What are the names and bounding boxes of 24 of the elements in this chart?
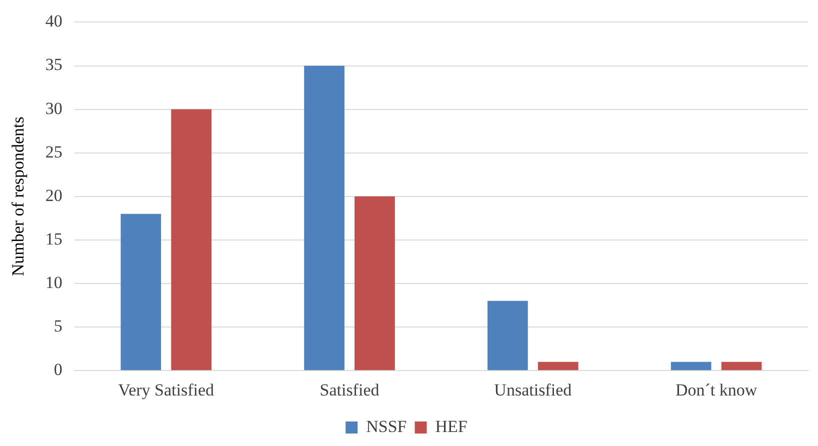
y-axis-title: Number of respondents	[8, 116, 28, 276]
x-tick-label: Don´t know	[675, 380, 758, 400]
legend-label: HEF	[435, 416, 468, 436]
y-tick-label: 10	[45, 272, 62, 292]
bar	[354, 196, 395, 370]
y-tick-label: 20	[45, 186, 62, 205]
bar	[488, 300, 528, 370]
bar	[171, 109, 212, 370]
x-tick-label: Satisfied	[320, 380, 380, 400]
bar	[721, 362, 762, 370]
y-tick-label: 5	[54, 316, 62, 336]
bar	[670, 362, 712, 370]
bar	[538, 362, 578, 370]
y-tick-label: 40	[45, 12, 62, 31]
bar	[304, 66, 344, 370]
y-tick-label: 35	[45, 55, 62, 74]
x-tick-label: Unsatisfied	[494, 380, 572, 400]
legend-label: NSSF	[366, 416, 407, 436]
y-tick-label: 25	[45, 142, 62, 162]
y-tick-label: 0	[54, 360, 62, 380]
bar	[120, 214, 162, 370]
y-tick-label: 30	[45, 98, 62, 118]
x-tick-label: Very Satisfied	[118, 380, 215, 400]
y-tick-label: 15	[45, 229, 62, 248]
